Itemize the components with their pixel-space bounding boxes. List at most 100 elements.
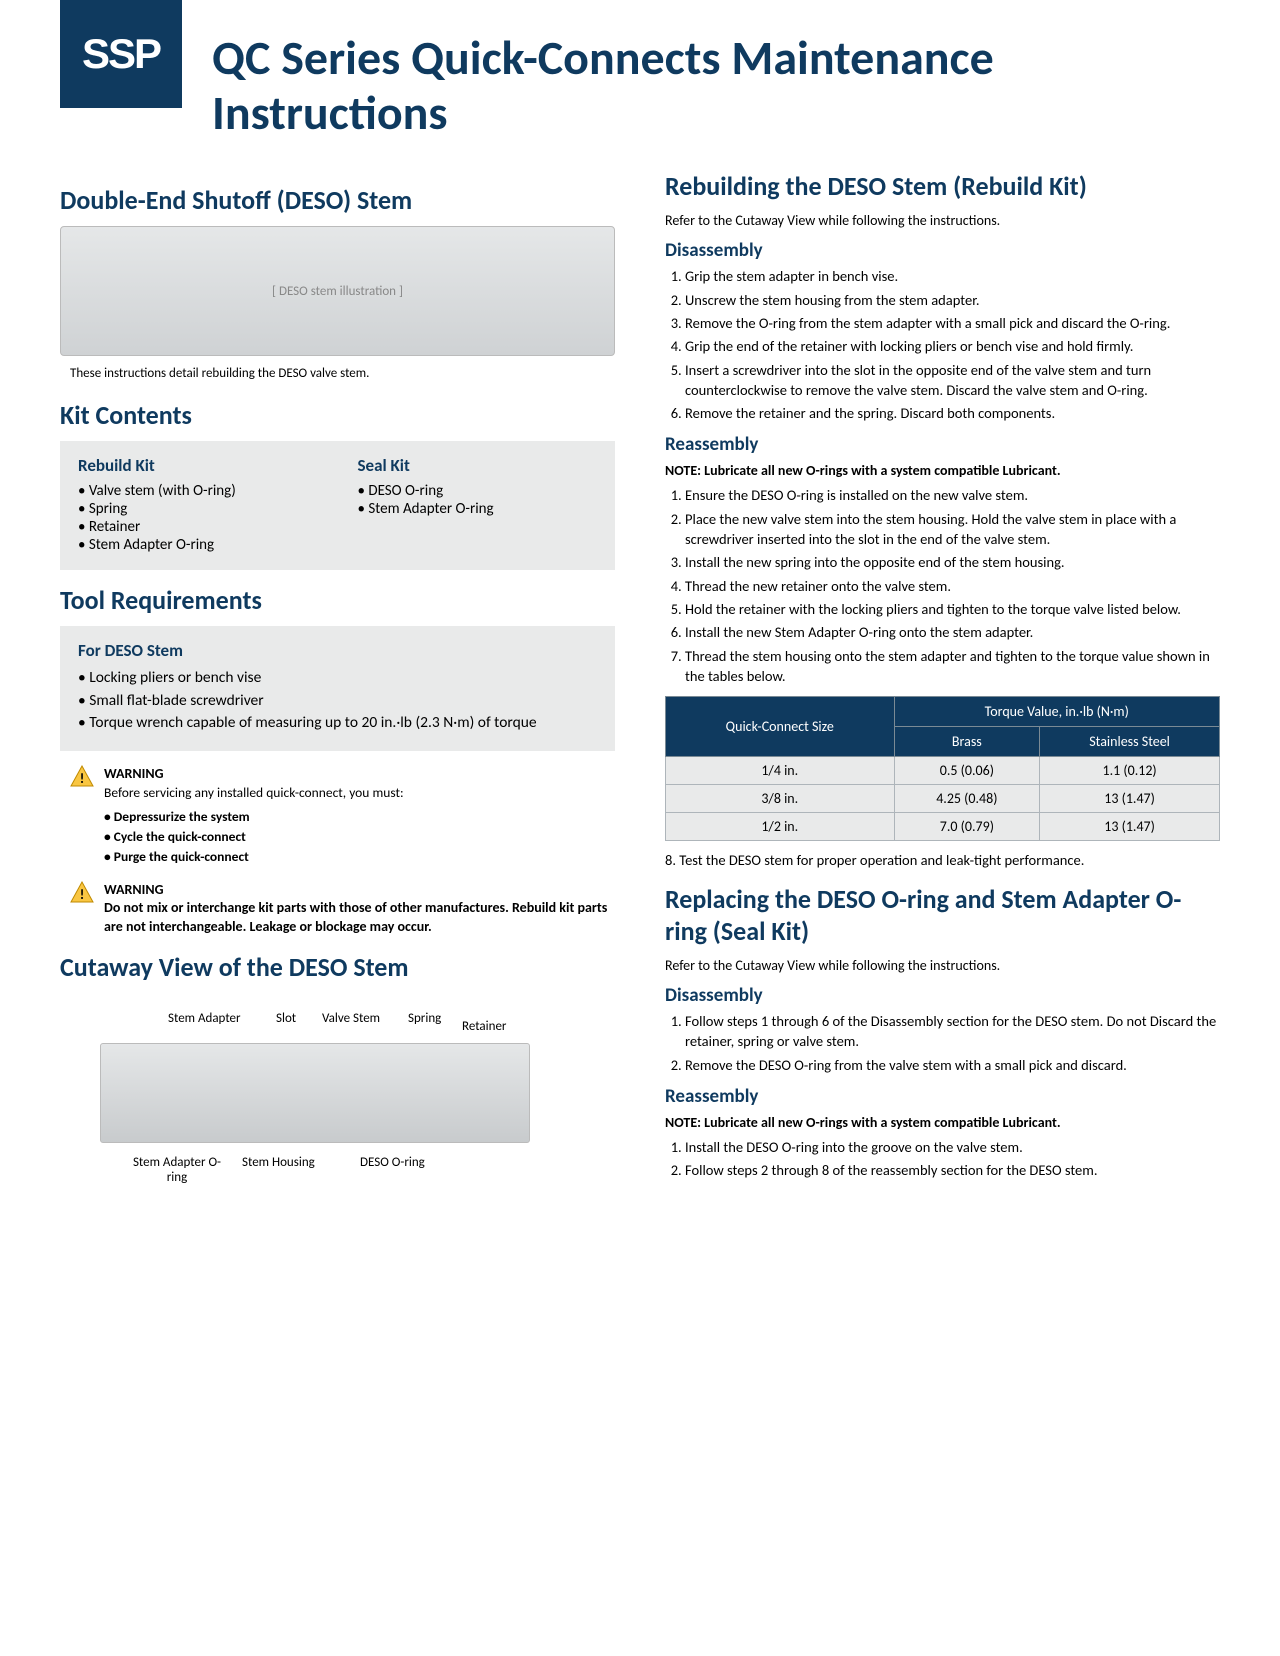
warning-title: WARNING bbox=[104, 881, 164, 898]
note-text: NOTE: Lubricate all new O-rings with a s… bbox=[665, 462, 1220, 479]
cell: 3/8 in. bbox=[666, 785, 895, 813]
left-column: Double-End Shutoff (DESO) Stem [ DESO st… bbox=[60, 170, 615, 1193]
list-item: Valve stem (with O-ring) bbox=[78, 482, 318, 500]
cutaway-diagram: Stem Adapter Slot Valve Stem Spring Reta… bbox=[60, 993, 615, 1193]
note-text-2: NOTE: Lubricate all new O-rings with a s… bbox=[665, 1114, 1220, 1131]
step-item: Place the new valve stem into the stem h… bbox=[685, 509, 1220, 550]
heading-deso-stem: Double-End Shutoff (DESO) Stem bbox=[60, 184, 615, 216]
page-title: QC Series Quick-Connects Maintenance Ins… bbox=[212, 20, 1220, 140]
step-item: Grip the stem adapter in bench vise. bbox=[685, 266, 1220, 286]
list-item: Spring bbox=[78, 500, 318, 518]
reassembly-steps-2: Install the DESO O-ring into the groove … bbox=[665, 1137, 1220, 1181]
cell: 7.0 (0.79) bbox=[894, 813, 1040, 841]
table-row: 1/4 in. 0.5 (0.06) 1.1 (0.12) bbox=[666, 757, 1220, 785]
warning-lead: Before servicing any installed quick-con… bbox=[104, 784, 404, 801]
list-item: Purge the quick-connect bbox=[104, 848, 404, 866]
list-item: • Torque wrench capable of measuring up … bbox=[78, 712, 597, 734]
cutaway-label: Spring bbox=[408, 1011, 441, 1026]
svg-text:!: ! bbox=[80, 770, 85, 787]
step-item: Install the new Stem Adapter O-ring onto… bbox=[685, 622, 1220, 642]
list-item: DESO O-ring bbox=[358, 482, 598, 500]
warning-title: WARNING bbox=[104, 765, 164, 782]
col-torque: Torque Value, in.·lb (N·m) bbox=[894, 697, 1219, 727]
list-item: Depressurize the system bbox=[104, 808, 404, 826]
step-item: Install the DESO O-ring into the groove … bbox=[685, 1137, 1220, 1157]
tools-list: • Locking pliers or bench vise • Small f… bbox=[78, 667, 597, 734]
cutaway-label: Slot bbox=[276, 1011, 296, 1026]
heading-tool-requirements: Tool Requirements bbox=[60, 584, 615, 616]
rebuild-kit-list: Valve stem (with O-ring) Spring Retainer… bbox=[78, 482, 318, 554]
step-8: 8. Test the DESO stem for proper operati… bbox=[665, 851, 1220, 869]
step-item: Ensure the DESO O-ring is installed on t… bbox=[685, 485, 1220, 505]
reassembly-steps: Ensure the DESO O-ring is installed on t… bbox=[665, 485, 1220, 686]
step-item: Install the new spring into the opposite… bbox=[685, 552, 1220, 572]
deso-caption: These instructions detail rebuilding the… bbox=[70, 366, 615, 381]
step-item: Follow steps 1 through 6 of the Disassem… bbox=[685, 1011, 1220, 1052]
tool-requirements-box: For DESO Stem • Locking pliers or bench … bbox=[60, 626, 615, 750]
step-item: Remove the retainer and the spring. Disc… bbox=[685, 403, 1220, 423]
seal-kit-list: DESO O-ring Stem Adapter O-ring bbox=[358, 482, 598, 518]
warning-block-2: ! WARNING Do not mix or interchange kit … bbox=[70, 881, 615, 938]
tools-subtitle: For DESO Stem bbox=[78, 640, 597, 661]
tool-item-text: Locking pliers or bench vise bbox=[89, 668, 261, 687]
rebuild-kit-title: Rebuild Kit bbox=[78, 455, 318, 476]
warning-body: Do not mix or interchange kit parts with… bbox=[104, 899, 607, 935]
seal-kit-column: Seal Kit DESO O-ring Stem Adapter O-ring bbox=[358, 455, 598, 554]
step-item: Grip the end of the retainer with lockin… bbox=[685, 336, 1220, 356]
tool-item-text: Torque wrench capable of measuring up to… bbox=[89, 713, 536, 732]
warning-icon: ! bbox=[70, 765, 94, 792]
refer-text-2: Refer to the Cutaway View while followin… bbox=[665, 957, 1220, 974]
warning-icon: ! bbox=[70, 881, 94, 908]
heading-reassembly-2: Reassembly bbox=[665, 1085, 1220, 1108]
step-item: Thread the new retainer onto the valve s… bbox=[685, 576, 1220, 596]
brand-logo: SSP bbox=[60, 0, 182, 108]
cutaway-label: Stem Adapter bbox=[168, 1011, 241, 1026]
deso-stem-illustration: [ DESO stem illustration ] bbox=[60, 226, 615, 356]
cell: 13 (1.47) bbox=[1040, 785, 1220, 813]
heading-rebuilding: Rebuilding the DESO Stem (Rebuild Kit) bbox=[665, 170, 1220, 202]
heading-kit-contents: Kit Contents bbox=[60, 399, 615, 431]
heading-replacing: Replacing the DESO O-ring and Stem Adapt… bbox=[665, 883, 1220, 947]
cutaway-label: Stem Housing bbox=[242, 1155, 315, 1170]
cutaway-illustration bbox=[100, 1043, 530, 1143]
svg-text:!: ! bbox=[80, 886, 85, 903]
step-item: Remove the DESO O-ring from the valve st… bbox=[685, 1055, 1220, 1075]
step-item: Insert a screwdriver into the slot in th… bbox=[685, 360, 1220, 401]
kit-contents-box: Rebuild Kit Valve stem (with O-ring) Spr… bbox=[60, 441, 615, 570]
tool-item-text: Small flat-blade screwdriver bbox=[89, 691, 263, 710]
heading-cutaway: Cutaway View of the DESO Stem bbox=[60, 951, 615, 983]
step-item: Remove the O-ring from the stem adapter … bbox=[685, 313, 1220, 333]
cell: 1.1 (0.12) bbox=[1040, 757, 1220, 785]
cell: 0.5 (0.06) bbox=[894, 757, 1040, 785]
list-item: • Locking pliers or bench vise bbox=[78, 667, 597, 689]
heading-disassembly: Disassembly bbox=[665, 239, 1220, 262]
torque-table: Quick-Connect Size Torque Value, in.·lb … bbox=[665, 696, 1220, 841]
heading-disassembly-2: Disassembly bbox=[665, 984, 1220, 1007]
two-column-layout: Double-End Shutoff (DESO) Stem [ DESO st… bbox=[60, 170, 1220, 1193]
cell: 4.25 (0.48) bbox=[894, 785, 1040, 813]
table-header-row: Quick-Connect Size Torque Value, in.·lb … bbox=[666, 697, 1220, 727]
cell: 1/2 in. bbox=[666, 813, 895, 841]
cutaway-label: Retainer bbox=[462, 1019, 506, 1034]
step-item: Unscrew the stem housing from the stem a… bbox=[685, 290, 1220, 310]
list-item: Stem Adapter O-ring bbox=[358, 500, 598, 518]
step-item: Hold the retainer with the locking plier… bbox=[685, 599, 1220, 619]
warning-list: Depressurize the system Cycle the quick-… bbox=[104, 808, 404, 867]
step-item: Thread the stem housing onto the stem ad… bbox=[685, 646, 1220, 687]
refer-text: Refer to the Cutaway View while followin… bbox=[665, 212, 1220, 229]
right-column: Rebuilding the DESO Stem (Rebuild Kit) R… bbox=[665, 170, 1220, 1193]
list-item: Retainer bbox=[78, 518, 318, 536]
warning-text: WARNING Do not mix or interchange kit pa… bbox=[104, 881, 615, 938]
cutaway-label: DESO O-ring bbox=[360, 1155, 425, 1170]
table-row: 1/2 in. 7.0 (0.79) 13 (1.47) bbox=[666, 813, 1220, 841]
disassembly-steps: Grip the stem adapter in bench vise. Uns… bbox=[665, 266, 1220, 423]
rebuild-kit-column: Rebuild Kit Valve stem (with O-ring) Spr… bbox=[78, 455, 318, 554]
document-header: SSP QC Series Quick-Connects Maintenance… bbox=[60, 20, 1220, 140]
warning-block-1: ! WARNING Before servicing any installed… bbox=[70, 765, 615, 869]
list-item: • Small flat-blade screwdriver bbox=[78, 690, 597, 712]
warning-text: WARNING Before servicing any installed q… bbox=[104, 765, 404, 869]
col-ss: Stainless Steel bbox=[1040, 727, 1220, 757]
cutaway-label: Valve Stem bbox=[322, 1011, 380, 1026]
list-item: Stem Adapter O-ring bbox=[78, 536, 318, 554]
heading-reassembly: Reassembly bbox=[665, 433, 1220, 456]
